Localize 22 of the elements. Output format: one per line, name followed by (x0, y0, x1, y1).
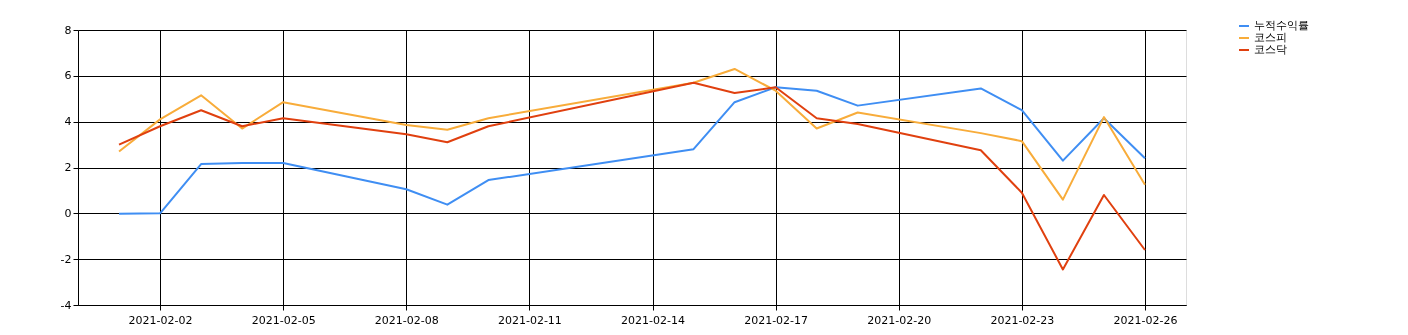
x-tick-label: 2021-02-20 (867, 313, 932, 327)
legend-label: 코스닥 (1254, 43, 1287, 56)
y-tick-label: 6 (64, 69, 72, 83)
y-tick-label: 2 (64, 161, 72, 174)
x-tick-label: 2021-02-05 (251, 313, 316, 327)
x-tick-label: 2021-02-11 (497, 313, 562, 327)
legend-label: 코스피 (1254, 31, 1287, 44)
y-tick-label: 4 (64, 115, 72, 129)
y-tick-label: 0 (64, 206, 72, 220)
x-tick-label: 2021-02-14 (621, 313, 685, 327)
y-tick-label: -2 (60, 252, 72, 266)
x-tick-label: 2021-02-08 (374, 313, 439, 327)
legend-label: 누적수익률 (1254, 19, 1309, 32)
x-tick-label: 2021-02-02 (128, 313, 193, 327)
line-series (118, 67, 1146, 201)
x-tick-label: 2021-02-23 (990, 313, 1055, 327)
y-tick-label: -4 (60, 298, 72, 312)
x-tick-label: 2021-02-17 (744, 313, 809, 327)
line-series (118, 81, 1146, 271)
x-tick-label: 2021-02-26 (1113, 313, 1178, 327)
line-series (118, 86, 1146, 215)
y-tick-label: 8 (64, 23, 72, 37)
